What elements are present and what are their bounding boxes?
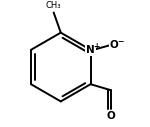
Text: −: − bbox=[117, 37, 123, 46]
Text: O: O bbox=[106, 111, 115, 121]
Text: O: O bbox=[110, 40, 119, 50]
Text: CH₃: CH₃ bbox=[46, 1, 61, 10]
Text: N: N bbox=[86, 45, 95, 55]
Text: +: + bbox=[93, 42, 99, 51]
